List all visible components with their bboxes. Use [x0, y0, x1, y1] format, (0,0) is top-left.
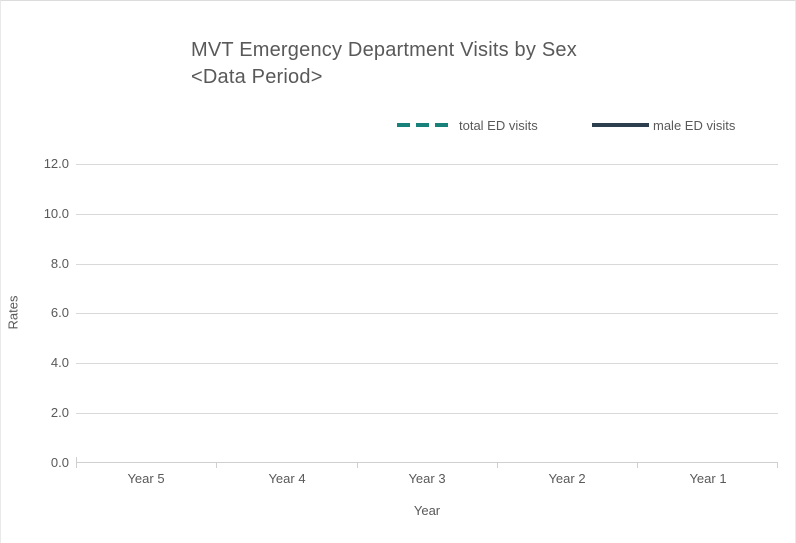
x-axis-tick-label: Year 1 [689, 471, 727, 486]
chart-title-line1: MVT Emergency Department Visits by Sex [191, 39, 577, 61]
x-axis-line [76, 462, 778, 463]
gridline [76, 313, 778, 314]
legend-label: male ED visits [653, 117, 736, 133]
y-axis-tick-label: 10.0 [43, 206, 69, 221]
y-axis-tick-label: 12.0 [43, 156, 69, 171]
gridline [76, 363, 778, 364]
x-axis-tick [777, 463, 778, 468]
y-axis-tick-label: 0.0 [50, 455, 69, 470]
solid-line-swatch-icon [592, 123, 649, 127]
x-axis-tick [357, 463, 358, 468]
legend-label: total ED visits [459, 117, 538, 133]
plot-area [76, 164, 778, 468]
x-axis-tick [497, 463, 498, 468]
x-axis-tick [216, 463, 217, 468]
y-axis-tick-label: 8.0 [50, 256, 69, 271]
dashed-line-swatch-icon [397, 123, 448, 127]
x-axis-tick [76, 457, 77, 468]
y-axis-title: Rates [5, 295, 21, 330]
y-axis-tick-label: 2.0 [50, 405, 69, 420]
gridline [76, 264, 778, 265]
chart-title-line2: <Data Period> [191, 66, 323, 88]
gridline [76, 413, 778, 414]
x-axis-tick-label: Year 4 [268, 471, 306, 486]
chart-title: MVT Emergency Department Visits by Sex <… [191, 37, 577, 91]
legend-item-total-ed-visits: total ED visits [397, 116, 538, 134]
x-axis-title: Year [413, 503, 441, 518]
x-axis-tick-label: Year 5 [127, 471, 165, 486]
y-axis-tick-label: 4.0 [50, 355, 69, 370]
x-axis-tick-label: Year 2 [548, 471, 586, 486]
legend-item-male-ed-visits: male ED visits [592, 116, 735, 134]
gridline [76, 164, 778, 165]
gridline [76, 214, 778, 215]
x-axis-tick [637, 463, 638, 468]
x-axis-tick-label: Year 3 [408, 471, 446, 486]
y-axis-tick-label: 6.0 [50, 305, 69, 320]
